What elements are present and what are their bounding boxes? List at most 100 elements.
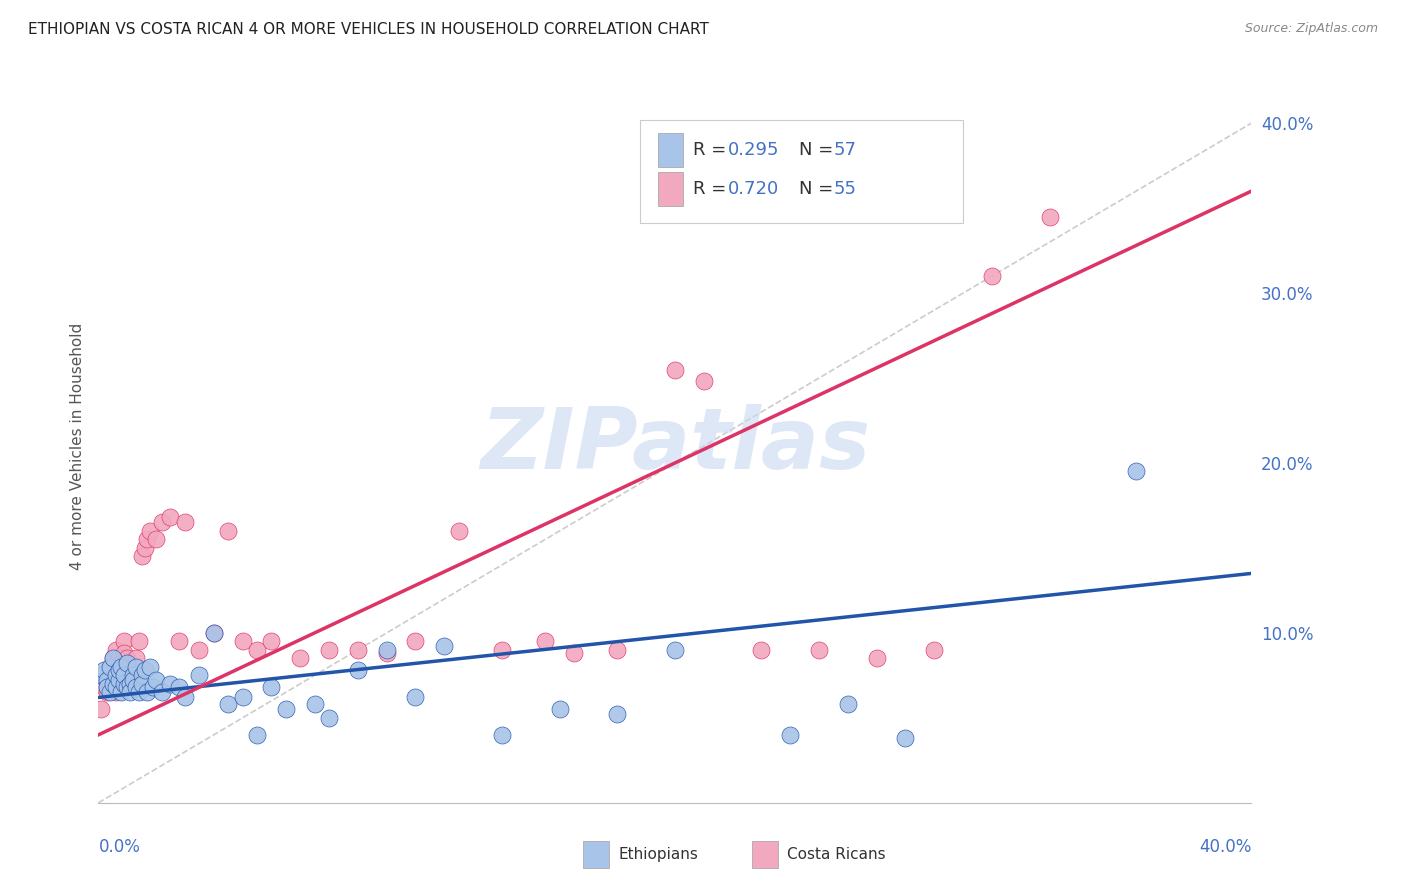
Point: [318, 643, 340, 657]
Point: [120, 673, 142, 688]
Point: [90, 702, 112, 716]
Point: [136, 685, 159, 699]
Point: [231, 634, 254, 648]
Point: [231, 690, 254, 705]
Text: 0.295: 0.295: [728, 141, 780, 159]
Point: [136, 533, 159, 547]
Point: [101, 651, 124, 665]
Point: [117, 663, 139, 677]
Point: [202, 626, 225, 640]
Point: [922, 643, 945, 657]
Point: [131, 549, 153, 564]
Point: [98, 668, 121, 682]
Point: [664, 643, 686, 657]
Point: [107, 660, 129, 674]
Point: [217, 524, 239, 538]
Point: [562, 646, 585, 660]
Text: R =: R =: [693, 180, 733, 198]
Y-axis label: 4 or more Vehicles in Household: 4 or more Vehicles in Household: [69, 322, 84, 570]
Point: [96, 685, 118, 699]
Point: [117, 680, 139, 694]
Point: [304, 698, 326, 712]
Point: [150, 685, 173, 699]
Point: [98, 660, 121, 674]
Point: [779, 728, 801, 742]
Point: [93, 680, 115, 694]
Point: [606, 707, 628, 722]
Point: [112, 677, 135, 691]
Point: [96, 673, 118, 688]
Point: [274, 702, 297, 716]
Text: ZIPatlas: ZIPatlas: [479, 404, 870, 488]
Point: [93, 663, 115, 677]
Point: [188, 668, 211, 682]
Point: [112, 634, 135, 648]
Point: [139, 524, 162, 538]
Point: [174, 516, 197, 530]
Text: 0.0%: 0.0%: [98, 838, 141, 856]
Point: [134, 541, 156, 555]
Point: [104, 668, 127, 682]
Point: [346, 643, 368, 657]
Point: [110, 685, 132, 699]
Point: [246, 728, 269, 742]
Point: [128, 685, 150, 699]
Point: [104, 643, 127, 657]
Point: [107, 663, 129, 677]
Point: [260, 634, 283, 648]
Point: [375, 646, 398, 660]
Point: [751, 643, 773, 657]
Point: [96, 673, 118, 688]
Point: [318, 711, 340, 725]
Point: [145, 673, 167, 688]
Point: [664, 362, 686, 376]
Point: [433, 640, 456, 654]
Point: [217, 698, 239, 712]
Point: [120, 677, 142, 691]
Text: Costa Ricans: Costa Ricans: [787, 847, 886, 862]
Point: [112, 646, 135, 660]
Point: [134, 663, 156, 677]
Point: [807, 643, 830, 657]
Text: Ethiopians: Ethiopians: [619, 847, 699, 862]
Point: [131, 668, 153, 682]
Point: [98, 660, 121, 674]
Point: [117, 651, 139, 665]
Point: [606, 643, 628, 657]
Point: [145, 533, 167, 547]
Text: N =: N =: [799, 141, 838, 159]
Text: Source: ZipAtlas.com: Source: ZipAtlas.com: [1244, 22, 1378, 36]
Point: [405, 690, 427, 705]
Point: [139, 660, 162, 674]
Text: R =: R =: [693, 141, 733, 159]
Point: [110, 660, 132, 674]
Point: [107, 651, 129, 665]
Point: [131, 677, 153, 691]
Text: 0.720: 0.720: [728, 180, 779, 198]
Point: [1125, 465, 1147, 479]
Point: [104, 685, 127, 699]
Point: [107, 673, 129, 688]
Point: [167, 634, 190, 648]
Point: [246, 643, 269, 657]
Point: [534, 634, 557, 648]
Point: [98, 685, 121, 699]
Point: [120, 685, 142, 699]
Point: [491, 643, 513, 657]
Point: [125, 660, 148, 674]
Point: [125, 680, 148, 694]
Point: [548, 702, 571, 716]
Point: [693, 375, 716, 389]
Point: [981, 269, 1004, 284]
Point: [110, 668, 132, 682]
Text: ETHIOPIAN VS COSTA RICAN 4 OR MORE VEHICLES IN HOUSEHOLD CORRELATION CHART: ETHIOPIAN VS COSTA RICAN 4 OR MORE VEHIC…: [28, 22, 709, 37]
Text: N =: N =: [799, 180, 838, 198]
Point: [117, 657, 139, 671]
Text: 40.0%: 40.0%: [1199, 838, 1251, 856]
Point: [122, 673, 145, 688]
Point: [101, 677, 124, 691]
Point: [375, 643, 398, 657]
Point: [866, 651, 889, 665]
Point: [112, 668, 135, 682]
Point: [122, 660, 145, 674]
